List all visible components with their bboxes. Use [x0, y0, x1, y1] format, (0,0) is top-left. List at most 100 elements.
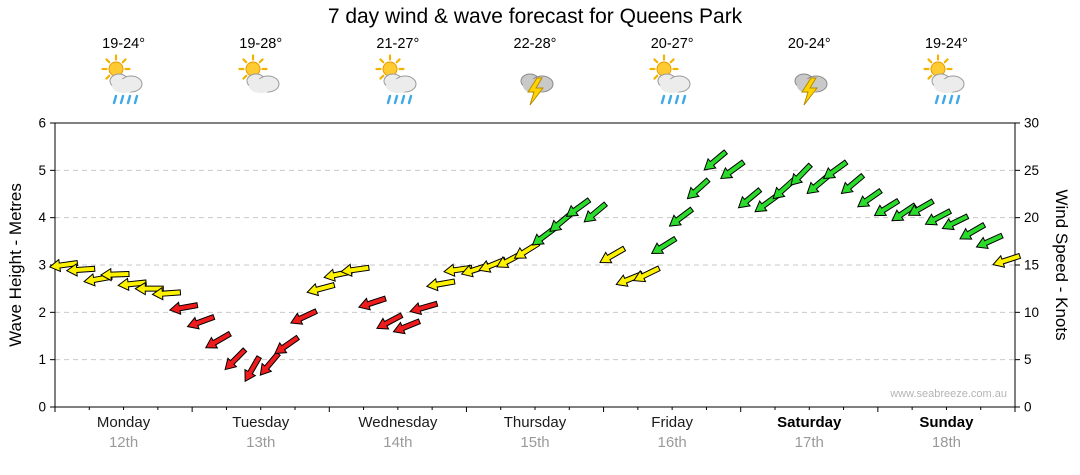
day-label: Thursday 15th: [466, 414, 603, 451]
wind-arrow: [583, 201, 609, 223]
lightning-icon: [527, 77, 544, 106]
wind-arrow: [924, 208, 953, 226]
wind-arrow: [186, 314, 216, 330]
left-tick-label: 1: [38, 352, 46, 367]
wind-arrow: [857, 187, 883, 208]
day-date: 13th: [246, 434, 276, 451]
cloud-icon: [931, 73, 965, 93]
wind-arrow: [290, 308, 318, 325]
day-temp-range: 22-28°: [513, 36, 557, 52]
wind-arrow: [907, 198, 935, 216]
wind-arrow: [599, 245, 627, 264]
left-tick-label: 5: [38, 163, 46, 178]
day-date: 18th: [931, 434, 962, 451]
wind-arrow: [565, 197, 592, 218]
wind-arrow: [224, 347, 248, 371]
day-temp-range: 19-28°: [239, 36, 283, 52]
day-name: Tuesday: [232, 414, 290, 431]
rain-icon: [660, 94, 687, 105]
wind-arrow: [790, 162, 813, 186]
day-forecast: 20-27°: [604, 36, 741, 110]
wind-arrow: [244, 355, 262, 383]
wind-arrow: [340, 263, 370, 278]
day-label: Monday 12th: [55, 414, 192, 451]
right-tick-label: 15: [1024, 258, 1039, 273]
lightning-icon: [801, 77, 819, 106]
wind-arrow: [686, 177, 711, 200]
cloud-icon: [657, 73, 691, 93]
day-temp-range: 21-27°: [376, 36, 420, 52]
wind-arrow: [632, 265, 661, 283]
wind-arrow: [168, 301, 199, 315]
rain-icon: [935, 94, 961, 105]
wind-arrow: [720, 159, 746, 180]
wind-arrow: [392, 318, 421, 335]
wind-arrow: [151, 286, 182, 301]
wind-arrow: [650, 235, 678, 255]
day-labels: Monday 12th Tuesday 13th Wednesday 14th Thursd…: [55, 414, 1015, 451]
sun-cloud-icon: [192, 54, 329, 110]
day-temp-range: 19-24°: [924, 36, 968, 52]
left-tick-label: 3: [38, 258, 46, 273]
wind-arrow: [204, 330, 232, 349]
right-tick-label: 0: [1024, 400, 1032, 415]
day-name: Friday: [651, 414, 693, 431]
day-forecast: 22-28°: [466, 36, 603, 110]
day-name: Sunday: [919, 414, 974, 431]
wind-arrow: [306, 282, 336, 297]
right-tick-label: 25: [1024, 163, 1039, 178]
left-tick-label: 6: [38, 116, 46, 131]
wind-arrow: [357, 295, 387, 311]
left-tick-label: 0: [38, 400, 46, 415]
wind-arrow: [425, 277, 456, 292]
day-forecast: 20-24°: [741, 36, 878, 110]
day-date: 12th: [108, 434, 139, 451]
wind-arrow: [668, 206, 695, 227]
wind-arrow: [259, 351, 281, 376]
wind-arrow: [822, 159, 849, 180]
cloud-icon: [383, 73, 417, 93]
day-temp-range: 20-24°: [787, 36, 831, 52]
day-date: 14th: [383, 434, 413, 451]
right-tick-label: 10: [1024, 305, 1039, 320]
sun-cloud-rain-icon: [604, 54, 741, 110]
wind-arrow: [737, 187, 763, 209]
sun-icon: [100, 54, 131, 84]
day-forecast: 19-24°: [878, 36, 1015, 110]
wind-arrow: [376, 312, 404, 330]
watermark: www.seabreeze.com.au: [889, 388, 1007, 400]
wind-arrow: [959, 222, 987, 240]
right-tick-label: 20: [1024, 210, 1039, 225]
wind-arrow: [409, 300, 439, 316]
left-tick-label: 2: [38, 305, 46, 320]
sun-cloud-rain-icon: [878, 54, 1015, 110]
day-date: 16th: [657, 434, 687, 451]
day-forecast: 19-28°: [192, 36, 329, 110]
day-forecast: 21-27°: [329, 36, 466, 110]
day-temp-range: 19-24°: [102, 36, 146, 52]
day-date: 15th: [520, 434, 550, 451]
wind-arrow: [975, 232, 1004, 250]
sun-cloud-rain-icon: [55, 54, 192, 110]
sun-cloud-rain-icon: [329, 54, 466, 110]
wind-arrow: [274, 334, 301, 355]
day-date: 17th: [794, 434, 824, 451]
wind-arrow: [117, 277, 147, 292]
day-label: Saturday 17th: [741, 414, 878, 451]
wind-arrow: [48, 258, 79, 273]
day-label: Sunday 18th: [878, 414, 1015, 451]
wind-arrow: [891, 202, 918, 222]
day-label: Friday 16th: [604, 414, 741, 451]
day-name: Monday: [96, 414, 151, 431]
right-tick-label: 30: [1024, 116, 1039, 131]
rain-icon: [386, 94, 413, 105]
wind-arrow: [873, 197, 901, 217]
days-header: 19-24° 19-28° 21-27° 22-28° 20-27° 20-24…: [55, 36, 1015, 110]
rain-icon: [112, 94, 138, 105]
wind-arrow: [840, 172, 866, 195]
day-label: Wednesday 14th: [329, 414, 466, 451]
right-tick-label: 5: [1024, 352, 1032, 367]
day-temp-range: 20-27°: [650, 36, 694, 52]
